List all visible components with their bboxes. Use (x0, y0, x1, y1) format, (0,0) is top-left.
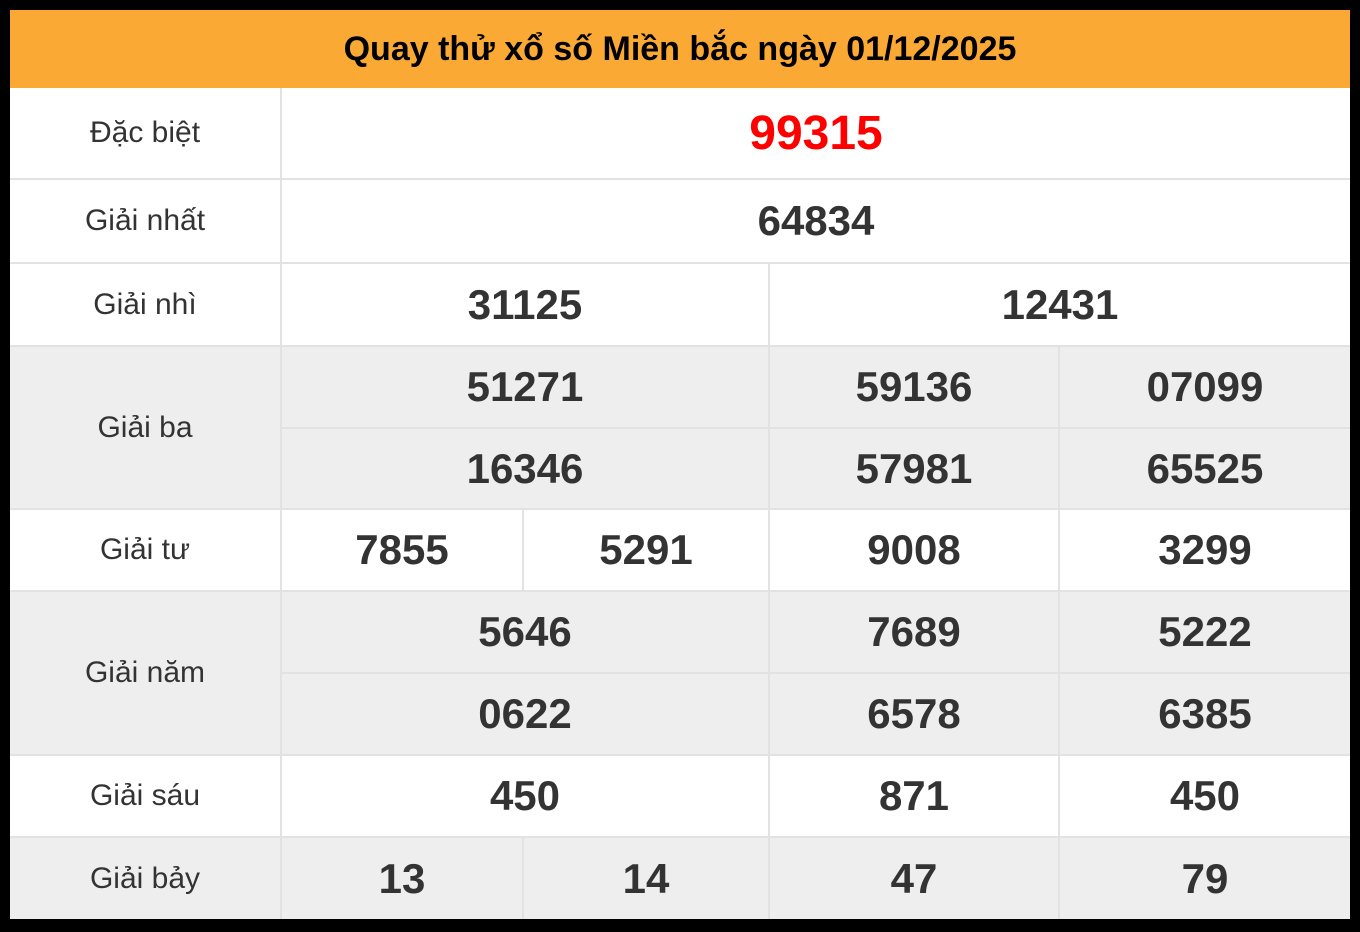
prize-label-giai-bay: Giải bảy (10, 836, 280, 919)
prize-number: 3299 (1058, 508, 1350, 590)
prize-number: 5222 (1058, 590, 1350, 672)
prize-number: 450 (280, 754, 768, 836)
prize-number: 6385 (1058, 672, 1350, 754)
prize-label-giai-nam: Giải năm (10, 590, 280, 754)
prize-label-giai-nhi: Giải nhì (10, 262, 280, 345)
prize-label-giai-sau: Giải sáu (10, 754, 280, 836)
prize-number: 450 (1058, 754, 1350, 836)
prize-number: 871 (768, 754, 1058, 836)
special-prize-number: 99315 (280, 88, 1350, 178)
prize-number: 13 (280, 836, 522, 919)
table-title: Quay thử xổ số Miền bắc ngày 01/12/2025 (10, 10, 1350, 88)
prize-label-giai-tu: Giải tư (10, 508, 280, 590)
prize-number: 51271 (280, 345, 768, 427)
prize-number: 5646 (280, 590, 768, 672)
prize-number: 47 (768, 836, 1058, 919)
prize-number: 0622 (280, 672, 768, 754)
prize-number: 31125 (280, 262, 768, 345)
prize-label-giai-nhat: Giải nhất (10, 178, 280, 262)
prize-label-dac-biet: Đặc biệt (89, 116, 201, 149)
prize-number: 5291 (522, 508, 768, 590)
prize-number: 6578 (768, 672, 1058, 754)
prize-label-giai-ba: Giải ba (10, 345, 280, 508)
prize-number: 14 (522, 836, 768, 919)
prize-number: 79 (1058, 836, 1350, 919)
prize-number: 64834 (280, 178, 1350, 262)
lottery-results-table: Quay thử xổ số Miền bắc ngày 01/12/2025 … (10, 10, 1350, 919)
prize-number: 9008 (768, 508, 1058, 590)
prize-number: 12431 (768, 262, 1350, 345)
prize-number: 07099 (1058, 345, 1350, 427)
prize-number: 16346 (280, 427, 768, 508)
prize-number: 57981 (768, 427, 1058, 508)
prize-number: 65525 (1058, 427, 1350, 508)
prize-number: 7689 (768, 590, 1058, 672)
prize-number: 7855 (280, 508, 522, 590)
prize-number: 59136 (768, 345, 1058, 427)
